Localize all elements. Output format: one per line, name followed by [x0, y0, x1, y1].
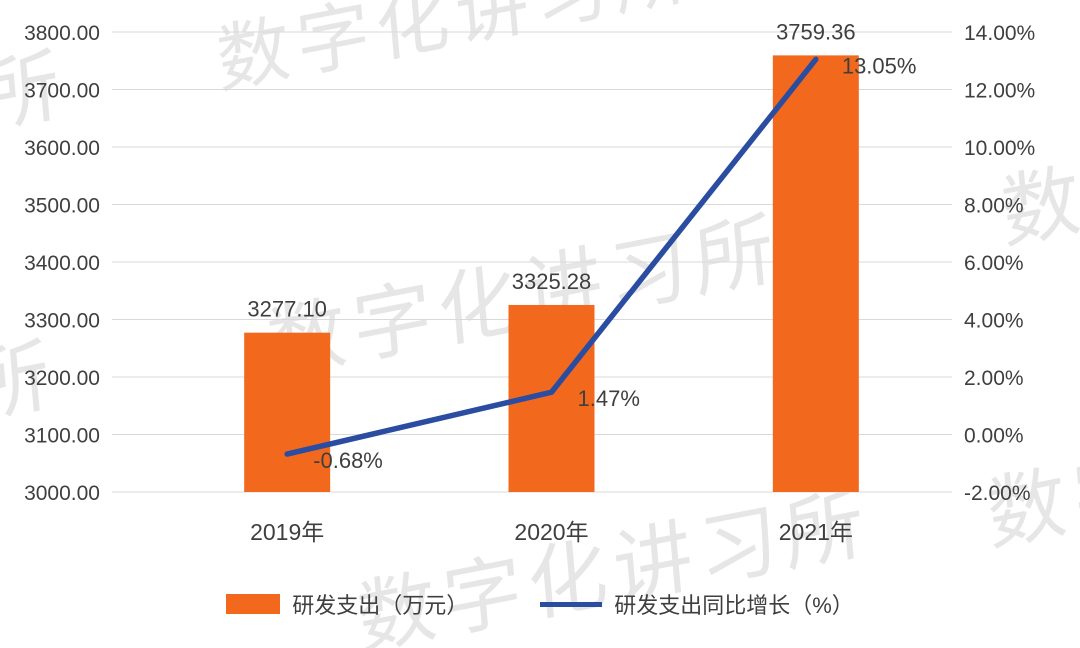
line-value-label: -0.68% [313, 448, 383, 473]
right-axis-tick: 2.00% [964, 367, 1024, 390]
left-axis-tick: 3100.00 [24, 425, 100, 448]
left-axis-tick: 3200.00 [24, 367, 100, 390]
left-axis-tick: 3500.00 [24, 195, 100, 218]
bar-2019年 [244, 332, 331, 492]
right-axis-tick: 14.00% [964, 22, 1035, 45]
bar-value-label: 3325.28 [512, 269, 592, 294]
right-axis-tick: -2.00% [964, 482, 1031, 505]
growth-line [284, 56, 819, 457]
legend-item-bar: 研发支出（万元） [226, 588, 468, 620]
bar-2021年 [772, 55, 859, 492]
line-series-swatch [540, 601, 603, 607]
left-axis-tick: 3700.00 [24, 80, 100, 103]
line-value-label: 1.47% [578, 386, 640, 411]
left-axis-tick: 3000.00 [24, 482, 100, 505]
x-axis-label: 2019年 [250, 519, 324, 545]
right-axis-tick: 8.00% [964, 195, 1024, 218]
legend-item-line: 研发支出同比增长（%） [540, 588, 854, 620]
right-axis-tick: 10.00% [964, 137, 1035, 160]
right-axis-tick: 12.00% [964, 80, 1035, 103]
line-series-label: 研发支出同比增长（%） [614, 593, 854, 618]
right-axis-tick: 4.00% [964, 310, 1024, 333]
bar-series-label: 研发支出（万元） [292, 593, 469, 618]
x-axis-label: 2020年 [514, 519, 588, 545]
left-axis-tick: 3800.00 [24, 22, 100, 45]
bar-value-label: 3759.36 [776, 19, 856, 44]
right-axis-tick: 6.00% [964, 252, 1024, 275]
left-axis-tick: 3300.00 [24, 310, 100, 333]
left-axis-tick: 3600.00 [24, 137, 100, 160]
x-axis-label: 2021年 [779, 519, 853, 545]
bar-series-swatch [226, 594, 281, 614]
chart-legend: 研发支出（万元） 研发支出同比增长（%） [0, 588, 1080, 620]
bar-value-label: 3277.10 [247, 297, 327, 322]
right-axis-tick: 0.00% [964, 425, 1024, 448]
left-axis-tick: 3400.00 [24, 252, 100, 275]
line-value-label: 13.05% [842, 53, 917, 78]
